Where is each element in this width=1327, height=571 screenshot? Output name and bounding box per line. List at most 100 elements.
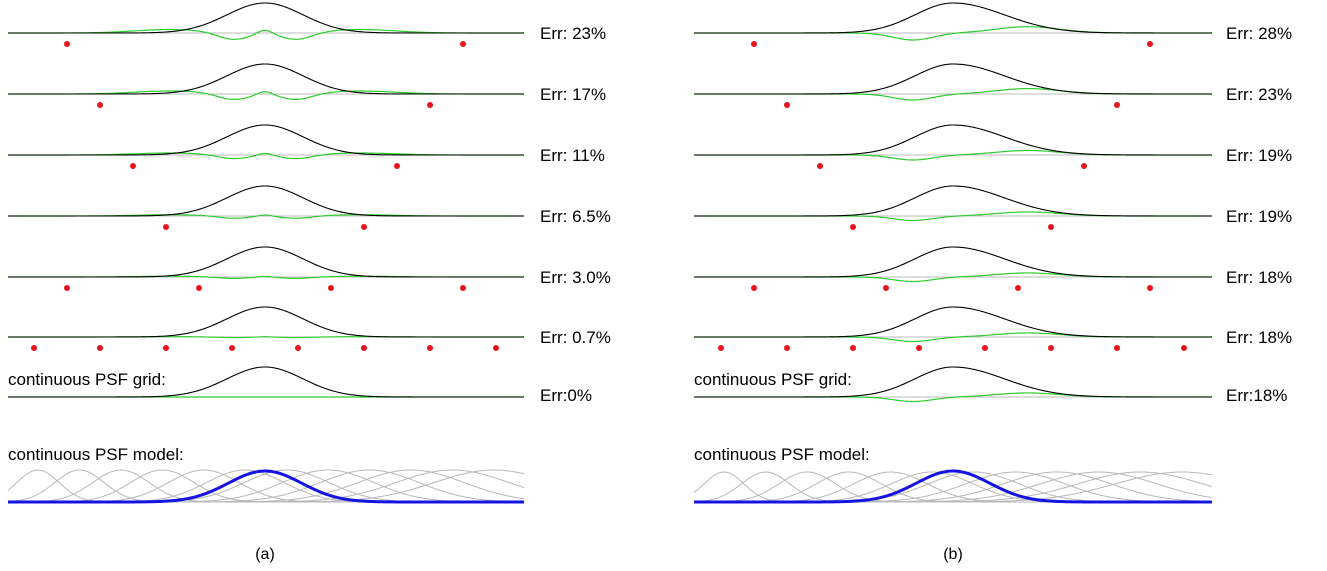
- sample-point: [460, 285, 466, 291]
- sample-point: [229, 345, 235, 351]
- model-psf-curve: [8, 469, 524, 504]
- residual-curve: [8, 28, 524, 40]
- basis-function-curve: [8, 469, 524, 503]
- sample-point: [163, 345, 169, 351]
- continuous-model-row: continuous PSF model:: [693, 445, 1213, 504]
- basis-function-curve: [8, 469, 525, 503]
- sample-point: [64, 41, 70, 47]
- grid-label: continuous PSF grid:: [694, 370, 852, 389]
- panel-a-caption: (a): [255, 546, 275, 563]
- grid-error-label: Err:18%: [1226, 386, 1287, 405]
- sample-row: Err: 0.7%: [8, 306, 611, 351]
- model-psf-curve: [694, 469, 1212, 504]
- error-label: Err: 17%: [540, 85, 606, 104]
- sample-point: [493, 345, 499, 351]
- basis-function-curve: [8, 469, 524, 503]
- basis-function-curve: [8, 469, 525, 503]
- error-label: Err: 23%: [1226, 85, 1292, 104]
- sample-row: Err: 23%: [8, 2, 606, 47]
- sample-row: Err: 23%: [694, 63, 1292, 108]
- continuous-grid-row: continuous PSF grid: Err:0%: [8, 366, 592, 405]
- sample-row: Err: 3.0%: [8, 246, 611, 291]
- sample-point: [784, 345, 790, 351]
- sample-point: [817, 163, 823, 169]
- sample-point: [1081, 163, 1087, 169]
- sample-point: [427, 102, 433, 108]
- sample-point: [328, 285, 334, 291]
- grid-error-label: Err:0%: [540, 386, 592, 405]
- sample-point: [751, 41, 757, 47]
- panel-b: Err: 28% Err: 23% Err: 19% Err: 19% Err: 18%…: [693, 2, 1292, 504]
- sample-point: [1114, 345, 1120, 351]
- basis-function-curve: [8, 469, 524, 503]
- sample-point: [31, 345, 37, 351]
- psf-profile-curve: [8, 2, 524, 34]
- sample-point: [361, 224, 367, 230]
- psf-profile-curve: [8, 246, 524, 278]
- sample-point: [427, 345, 433, 351]
- residual-curve: [8, 152, 524, 160]
- panel-b-caption: (b): [943, 546, 963, 563]
- error-label: Err: 28%: [1226, 24, 1292, 43]
- sample-point: [1181, 345, 1187, 351]
- error-label: Err: 19%: [1226, 146, 1292, 165]
- residual-curve: [8, 90, 524, 101]
- error-label: Err: 6.5%: [540, 207, 611, 226]
- psf-profile-curve: [8, 124, 524, 156]
- error-label: Err: 18%: [1226, 268, 1292, 287]
- psf-profile-curve: [694, 124, 1212, 156]
- error-label: Err: 18%: [1226, 328, 1292, 347]
- sample-point: [1048, 345, 1054, 351]
- sample-row: Err: 19%: [694, 124, 1292, 169]
- sample-row: Err: 28%: [694, 2, 1292, 47]
- psf-profile-curve: [694, 246, 1212, 278]
- psf-profile-curve: [8, 63, 524, 95]
- psf-profile-curve: [694, 185, 1212, 217]
- model-label: continuous PSF model:: [8, 445, 184, 464]
- sample-point: [361, 345, 367, 351]
- sample-point: [751, 285, 757, 291]
- error-label: Err: 19%: [1226, 207, 1292, 226]
- sample-point: [394, 163, 400, 169]
- sample-point: [97, 102, 103, 108]
- basis-function-curve: [8, 469, 525, 503]
- grid-label: continuous PSF grid:: [8, 370, 166, 389]
- psf-profile-curve: [8, 306, 524, 338]
- sample-point: [163, 224, 169, 230]
- basis-function-curve: [8, 469, 524, 503]
- sample-point: [850, 224, 856, 230]
- psf-profile-curve: [694, 366, 1212, 398]
- sample-point: [718, 345, 724, 351]
- sample-row: Err: 19%: [694, 185, 1292, 230]
- sample-point: [1147, 41, 1153, 47]
- sample-point: [460, 41, 466, 47]
- sample-point: [130, 163, 136, 169]
- basis-function-curve: [694, 471, 1213, 503]
- psf-profile-curve: [8, 366, 524, 398]
- sample-point: [883, 285, 889, 291]
- psf-profile-curve: [8, 185, 524, 217]
- psf-profile-curve: [694, 2, 1212, 34]
- continuous-model-row: continuous PSF model:: [7, 445, 525, 504]
- panel-a: Err: 23% Err: 17% Err: 11% Err: 6.5% Err: 3.…: [7, 2, 611, 504]
- sample-point: [784, 102, 790, 108]
- sample-row: Err: 6.5%: [8, 185, 611, 230]
- error-label: Err: 11%: [540, 146, 605, 165]
- sample-row: Err: 11%: [8, 124, 605, 169]
- sample-point: [916, 345, 922, 351]
- model-label: continuous PSF model:: [694, 445, 870, 464]
- sample-point: [1048, 224, 1054, 230]
- sample-row: Err: 17%: [8, 63, 606, 108]
- psf-profile-curve: [694, 63, 1212, 95]
- basis-function-curve: [7, 469, 524, 503]
- continuous-grid-row: continuous PSF grid: Err:18%: [694, 366, 1287, 405]
- sample-point: [1114, 102, 1120, 108]
- sample-point: [1147, 285, 1153, 291]
- sample-point: [196, 285, 202, 291]
- error-label: Err: 3.0%: [540, 268, 611, 287]
- sample-row: Err: 18%: [694, 306, 1292, 351]
- sample-point: [1015, 285, 1021, 291]
- sample-point: [850, 345, 856, 351]
- error-label: Err: 23%: [540, 24, 606, 43]
